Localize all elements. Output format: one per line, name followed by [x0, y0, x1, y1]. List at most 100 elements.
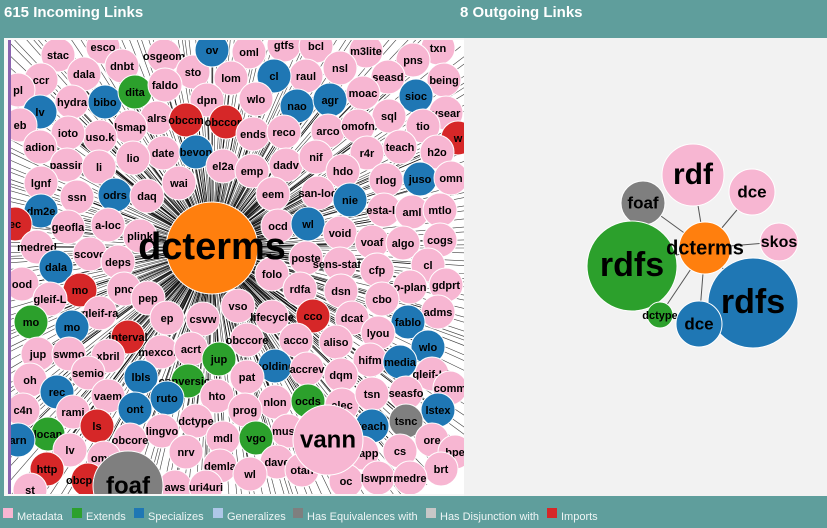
node[interactable]: tsn	[354, 376, 390, 412]
node[interactable]: geofla	[50, 209, 86, 245]
legend-item[interactable]: Imports	[547, 508, 598, 523]
node[interactable]: vgo	[238, 420, 274, 456]
node[interactable]: juso	[402, 161, 438, 197]
node[interactable]: wlo	[238, 81, 274, 117]
node[interactable]: hydra	[54, 84, 90, 120]
node[interactable]: faldo	[147, 67, 183, 103]
node[interactable]: teach	[354, 408, 390, 444]
node[interactable]: omn	[433, 160, 468, 196]
node[interactable]: gleif-L	[32, 281, 68, 317]
node[interactable]: ec	[0, 206, 33, 242]
node[interactable]: dcterms	[138, 201, 286, 295]
node[interactable]: c4n	[6, 392, 41, 428]
node[interactable]: pl	[1, 72, 36, 108]
node[interactable]: nlon	[257, 384, 293, 420]
legend-item[interactable]: Generalizes	[213, 508, 286, 523]
node[interactable]: brt	[423, 451, 459, 487]
node[interactable]: r4r	[349, 135, 385, 171]
node[interactable]: dadv	[268, 147, 304, 183]
node[interactable]: sens-stats	[313, 246, 367, 282]
node[interactable]: rdf	[661, 143, 725, 207]
node[interactable]: obccm	[168, 102, 204, 138]
node[interactable]: cbo	[364, 281, 400, 317]
node[interactable]: pns	[395, 42, 431, 78]
node[interactable]: dqm	[323, 357, 359, 393]
node[interactable]: ruto	[149, 380, 185, 416]
legend-item[interactable]: Specializes	[134, 508, 204, 523]
node[interactable]: lingvo	[144, 413, 180, 449]
node[interactable]: m3lite	[348, 34, 384, 69]
node[interactable]: odrs	[97, 177, 133, 213]
node[interactable]: poste	[288, 240, 324, 276]
node[interactable]: date	[145, 135, 181, 171]
node[interactable]: daq	[129, 178, 165, 214]
node[interactable]: eem	[255, 176, 291, 212]
node[interactable]: jup	[201, 341, 237, 377]
node[interactable]: vaem	[90, 378, 126, 414]
node[interactable]: accrev	[289, 351, 326, 387]
node[interactable]: cfp	[359, 252, 395, 288]
node[interactable]: bevon	[178, 134, 214, 170]
node[interactable]: lsmap	[112, 109, 148, 145]
node[interactable]: medred	[17, 229, 57, 265]
node[interactable]: stac	[40, 38, 76, 73]
node[interactable]: mexcore	[138, 334, 184, 370]
node[interactable]: dctype	[642, 301, 678, 329]
node[interactable]: voaf	[354, 224, 390, 260]
node[interactable]: sql	[371, 98, 407, 134]
node[interactable]: ood	[5, 266, 40, 302]
node[interactable]: wai	[161, 165, 197, 201]
node[interactable]: semio	[70, 355, 106, 391]
node[interactable]: ls	[79, 408, 115, 444]
node[interactable]: agr	[312, 82, 348, 118]
node[interactable]: st	[12, 472, 48, 507]
node[interactable]: lstex	[420, 392, 456, 428]
node[interactable]: tio	[405, 108, 441, 144]
node[interactable]: prog	[227, 392, 263, 428]
node[interactable]: vann	[292, 404, 364, 476]
node[interactable]: wl	[232, 456, 268, 492]
node[interactable]: jup	[20, 336, 56, 372]
node[interactable]: dcterms	[666, 221, 744, 275]
node[interactable]: rlog	[368, 162, 404, 198]
node[interactable]: vso	[220, 288, 256, 324]
node[interactable]: csvw	[185, 301, 221, 337]
node[interactable]: dala	[38, 249, 74, 285]
node[interactable]: omofn	[340, 108, 376, 144]
node[interactable]: foaf	[620, 180, 666, 226]
node[interactable]: san-lod	[298, 175, 338, 211]
node[interactable]: pat	[229, 359, 265, 395]
node[interactable]: gdprt	[428, 267, 464, 303]
node[interactable]: cco	[295, 298, 331, 334]
node[interactable]: ep	[149, 300, 185, 336]
node[interactable]: obccore	[226, 322, 269, 358]
node[interactable]: wl	[290, 206, 326, 242]
node[interactable]: mo	[13, 304, 49, 340]
node[interactable]: dm2e	[23, 193, 59, 229]
node[interactable]: lifecycle	[250, 299, 294, 335]
node[interactable]: lom	[213, 60, 249, 96]
legend-item[interactable]: Has Equivalences with	[293, 508, 418, 523]
node[interactable]: foaf	[92, 450, 164, 521]
node[interactable]: lbls	[123, 359, 159, 395]
node[interactable]: ends	[235, 116, 271, 152]
node[interactable]: uri4uri	[188, 469, 224, 504]
node[interactable]: nie	[332, 182, 368, 218]
node[interactable]: dsn	[323, 273, 359, 309]
node[interactable]: lyou	[360, 315, 396, 351]
legend-item[interactable]: Has Disjunction with	[426, 508, 539, 523]
node[interactable]: rdfs	[707, 257, 799, 349]
node[interactable]: media	[382, 344, 418, 380]
node[interactable]: fablo	[390, 304, 426, 340]
node[interactable]: alrs	[139, 100, 175, 136]
node[interactable]: aliso	[318, 324, 354, 360]
node[interactable]: ont	[117, 391, 153, 427]
node[interactable]: skos	[759, 222, 799, 262]
node[interactable]: seasfo	[388, 375, 424, 411]
node[interactable]: nsl	[322, 50, 358, 86]
node[interactable]: seasd	[370, 59, 406, 95]
node[interactable]: lswpm	[360, 460, 396, 495]
node[interactable]: obcore	[112, 422, 149, 458]
node[interactable]: reco	[266, 114, 302, 150]
node[interactable]: adms	[420, 294, 456, 330]
